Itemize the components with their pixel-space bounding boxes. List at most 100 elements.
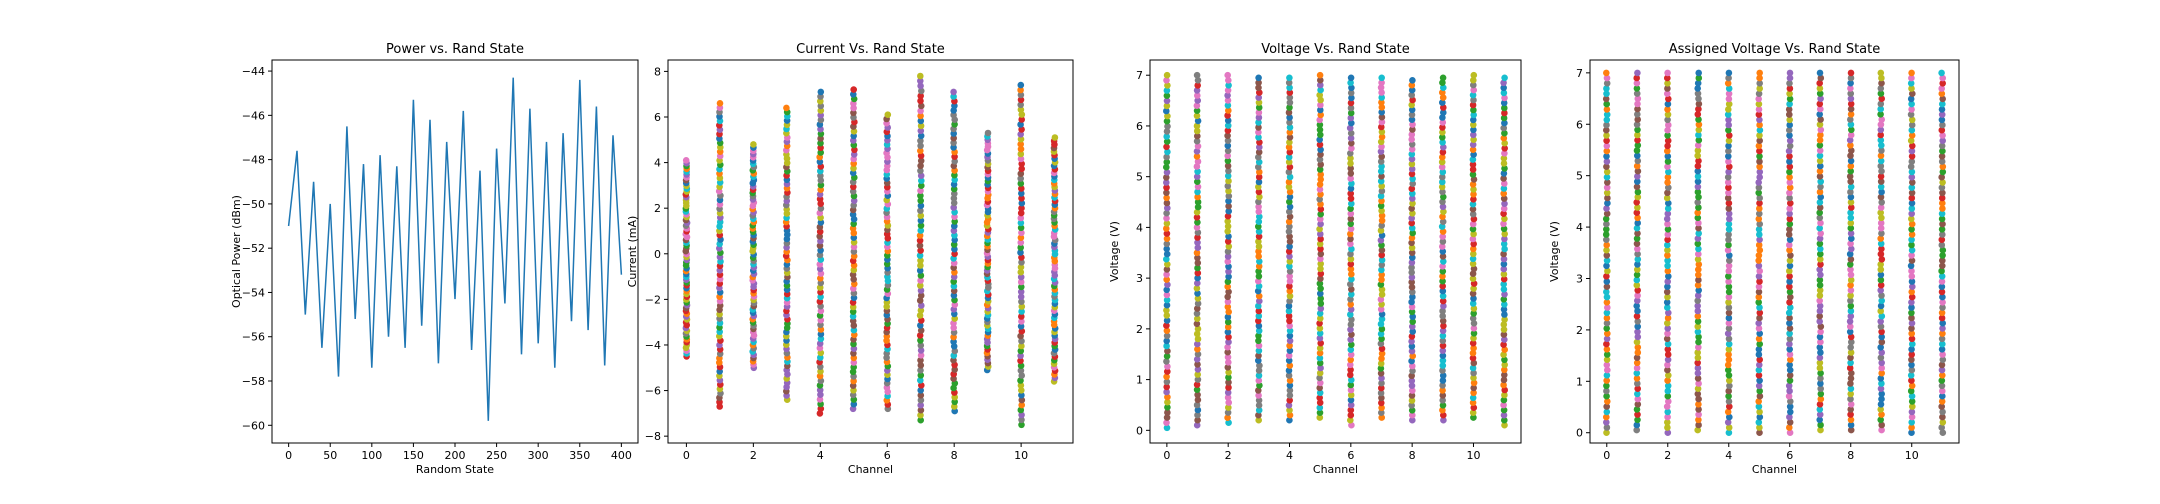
scatter-point — [1018, 387, 1025, 394]
scatter-point — [1603, 210, 1611, 217]
scatter-point — [1939, 413, 1946, 421]
scatter-point — [1256, 89, 1263, 96]
scatter-point — [1470, 265, 1478, 273]
scatter-point — [1603, 74, 1611, 82]
scatter-point — [1193, 285, 1201, 292]
scatter-point — [1500, 175, 1507, 182]
scatter-point — [1909, 340, 1916, 348]
scatter-point — [1847, 276, 1855, 284]
scatter-point — [1847, 344, 1854, 351]
scatter-point — [1908, 100, 1915, 108]
scatter-point — [1786, 173, 1793, 181]
scatter-point — [1163, 286, 1170, 294]
scatter-point — [916, 267, 924, 274]
scatter-point — [1695, 131, 1702, 139]
scatter-point — [1501, 386, 1508, 394]
scatter-point — [1878, 167, 1885, 175]
scatter-point — [1847, 183, 1855, 191]
scatter-point — [1017, 140, 1024, 148]
scatter-point — [1634, 261, 1641, 268]
scatter-point — [1377, 340, 1385, 348]
scatter-point — [1878, 359, 1885, 367]
scatter-point — [1816, 100, 1824, 108]
scatter-point — [1633, 162, 1641, 170]
scatter-point — [1501, 165, 1508, 172]
scatter-point — [1164, 404, 1171, 411]
scatter-point — [1348, 270, 1355, 278]
scatter-point — [1878, 297, 1885, 305]
scatter-point — [1846, 136, 1854, 144]
scatter-point — [1878, 338, 1886, 346]
scatter-point — [1347, 195, 1355, 202]
scatter-point — [1285, 248, 1293, 255]
scatter-point — [1193, 249, 1201, 257]
scatter-point — [1755, 293, 1763, 301]
scatter-point — [1347, 346, 1355, 354]
scatter-point — [1225, 333, 1232, 341]
scatter-point — [1469, 235, 1477, 243]
scatter-point — [1756, 356, 1763, 364]
scatter-point — [1908, 215, 1915, 223]
x-tick-label: 200 — [445, 449, 466, 462]
scatter-point — [1847, 297, 1854, 305]
scatter-point — [1786, 163, 1794, 170]
scatter-point — [1286, 84, 1293, 91]
scatter-point — [1163, 378, 1171, 386]
scatter-point — [1786, 116, 1793, 124]
scatter-point — [1786, 246, 1793, 254]
scatter-point — [1348, 245, 1355, 253]
scatter-point — [1786, 226, 1793, 233]
scatter-point — [1316, 126, 1324, 134]
scatter-point — [1408, 357, 1415, 365]
scatter-point — [1664, 100, 1672, 108]
scatter-point — [1725, 184, 1732, 191]
scatter-point — [1470, 359, 1478, 367]
scatter-point — [1470, 320, 1478, 327]
scatter-point — [1439, 312, 1446, 320]
scatter-point — [1316, 399, 1324, 407]
scatter-point — [1193, 163, 1201, 170]
scatter-point — [1908, 173, 1916, 181]
scatter-point — [1938, 158, 1946, 165]
scatter-point — [1603, 314, 1611, 322]
scatter-point — [1194, 183, 1202, 191]
scatter-point — [1878, 333, 1885, 341]
chart-title: Voltage Vs. Rand State — [1261, 42, 1410, 57]
scatter-point — [1603, 340, 1610, 348]
scatter-point — [1255, 129, 1262, 136]
scatter-point — [1817, 105, 1824, 113]
scatter-point — [1755, 100, 1763, 108]
scatter-point — [1193, 153, 1201, 160]
scatter-point — [1847, 302, 1855, 310]
scatter-point — [1755, 403, 1763, 410]
scatter-point — [1469, 225, 1477, 233]
scatter-point — [1603, 111, 1611, 118]
scatter-point — [951, 121, 958, 128]
scatter-point — [1225, 82, 1232, 89]
scatter-point — [1017, 135, 1025, 143]
scatter-point — [1634, 131, 1641, 139]
scatter-point — [1817, 193, 1824, 201]
scatter-point — [1634, 219, 1641, 227]
scatter-point — [1694, 390, 1702, 398]
x-axis-label: Channel — [848, 463, 893, 476]
scatter-point — [1500, 296, 1508, 303]
scatter-point — [1908, 408, 1916, 416]
scatter-point — [1939, 168, 1947, 176]
scatter-point — [1755, 273, 1763, 280]
scatter-point — [1695, 74, 1703, 82]
scatter-point — [1017, 293, 1025, 301]
scatter-point — [1378, 74, 1385, 82]
scatter-point — [1378, 99, 1385, 106]
scatter-point — [1017, 234, 1025, 241]
scatter-point — [1817, 183, 1824, 191]
scatter-point — [1408, 160, 1416, 168]
scatter-point — [1409, 387, 1416, 394]
scatter-point — [1347, 185, 1355, 192]
scatter-point — [1726, 382, 1733, 390]
scatter-point — [1786, 111, 1793, 118]
scatter-point — [1225, 187, 1232, 195]
scatter-point — [916, 242, 924, 249]
scatter-point — [1938, 398, 1946, 405]
